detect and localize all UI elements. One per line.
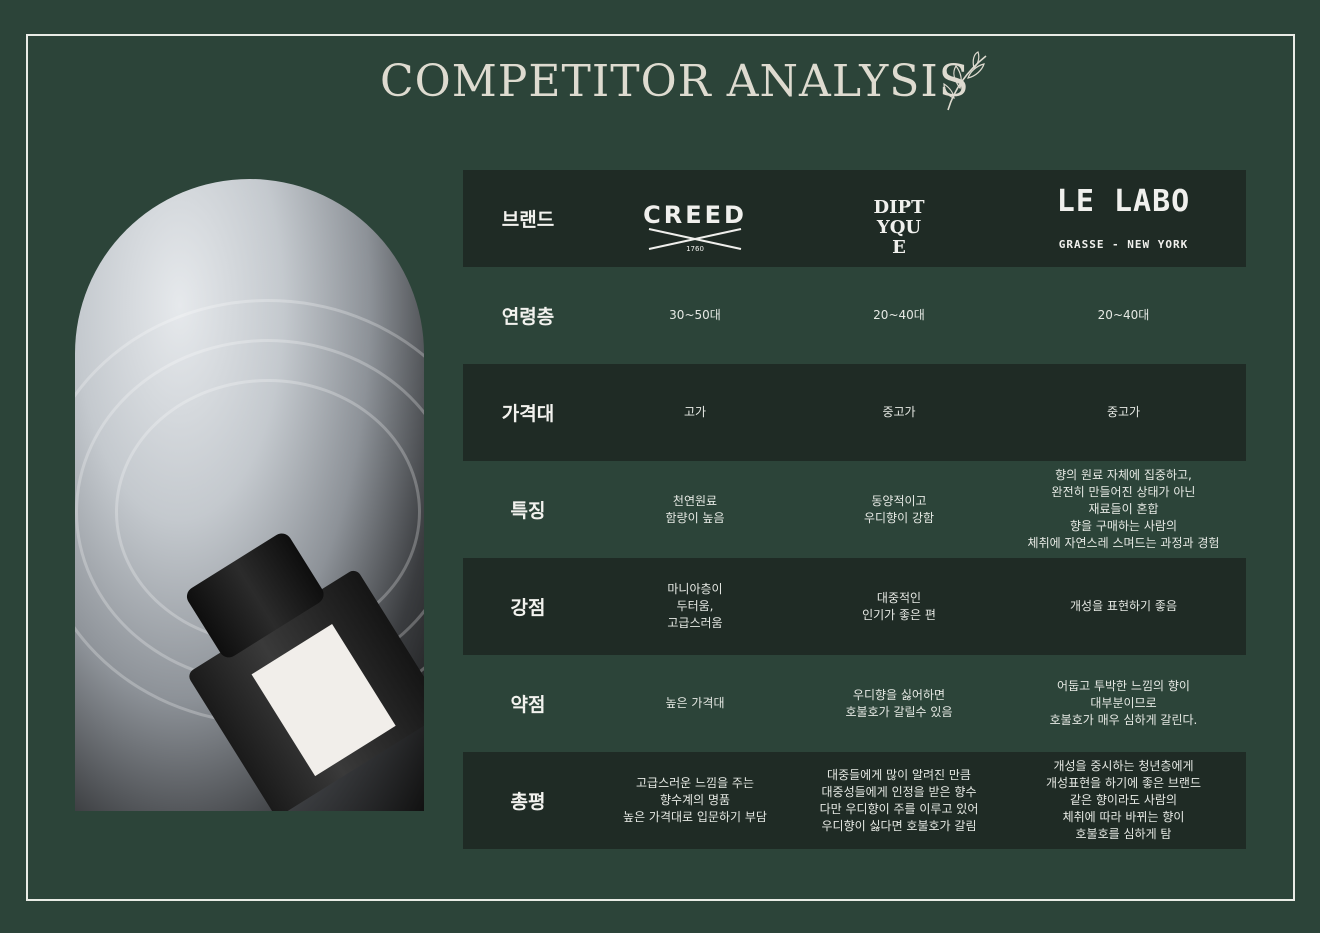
page-frame [26,34,1295,901]
header-label: 브랜드 [501,209,555,231]
table-cell: 30~50대 [669,308,721,322]
table-row: 강점 마니아층이 두터움, 고급스러움 대중적인 인기가 좋은 편 개성을 표현… [463,558,1246,655]
brand-creed-logo: CREED 1760 [593,178,797,260]
table-cell: 대중적인 인기가 좋은 편 [862,590,936,622]
table-cell: 개성을 중시하는 청년층에게 개성표현을 하기에 좋은 브랜드 같은 향이라도 … [1046,759,1201,841]
row-label: 가격대 [501,403,555,425]
table-cell: 동양적이고 우디향이 강함 [863,493,935,525]
table-row: 연령층 30~50대 20~40대 20~40대 [463,267,1246,364]
svg-text:DIPT: DIPT [874,197,926,218]
brand-creed-name: CREED [643,201,747,229]
row-label: 약점 [510,694,546,716]
table-header-row: 브랜드 CREED 1760 DIPT YQU E LE LABO GRASSE… [463,170,1246,267]
table-cell: 중고가 [882,405,916,419]
table-cell: 고급스러운 느낌을 주는 향수계의 명품 높은 가격대로 입문하기 부담 [623,776,767,824]
page-title: COMPETITOR ANALYSIS [380,56,970,107]
table-cell: 어둡고 투박한 느낌의 향이 대부분이므로 호불호가 매우 심하게 갈린다. [1049,679,1198,727]
brand-lelabo-sub: GRASSE - NEW YORK [1058,237,1189,251]
table-cell: 높은 가격대 [665,696,725,710]
svg-text:YQU: YQU [876,217,922,238]
leaf-sprig-icon [943,51,987,111]
row-label: 연령층 [501,306,555,328]
brand-creed-year: 1760 [686,245,704,253]
row-label: 강점 [510,597,546,619]
table-row: 약점 높은 가격대 우디향을 싫어하면 호불호가 갈릴수 있음 어둡고 투박한 … [463,655,1246,752]
table-cell: 마니아층이 두터움, 고급스러움 [667,582,723,630]
table-cell: 개성을 표현하기 좋음 [1070,599,1177,613]
brand-lelabo-logo: LE LABO GRASSE - NEW YORK [1001,168,1246,270]
row-label: 특징 [510,500,546,522]
table-cell: 20~40대 [873,308,925,322]
table-cell: 우디향을 싫어하면 호불호가 갈릴수 있음 [845,687,953,719]
table-cell: 중고가 [1106,405,1141,419]
table-cell: 대중들에게 많이 알려진 만큼 대중성들에게 인정을 받은 향수 다만 우디향이… [819,767,979,833]
svg-text:E: E [892,237,906,257]
product-photo [75,179,424,811]
table-cell: 향의 원료 자체에 집중하고, 완전히 만들어진 상태가 아닌 재료들이 혼합 … [1027,468,1220,550]
table-row: 총평 고급스러운 느낌을 주는 향수계의 명품 높은 가격대로 입문하기 부담 … [463,752,1246,849]
table-cell: 천연원료 함량이 높음 [665,493,725,525]
table-cell: 고가 [683,405,707,419]
row-label: 총평 [510,791,546,813]
brand-diptyque-logo: DIPT YQU E [797,176,1001,262]
table-row: 특징 천연원료 함량이 높음 동양적이고 우디향이 강함 향의 원료 자체에 집… [463,461,1246,558]
brand-lelabo-name: LE LABO [1056,183,1191,219]
table-cell: 20~40대 [1097,308,1150,322]
table-row: 가격대 고가 중고가 중고가 [463,364,1246,461]
